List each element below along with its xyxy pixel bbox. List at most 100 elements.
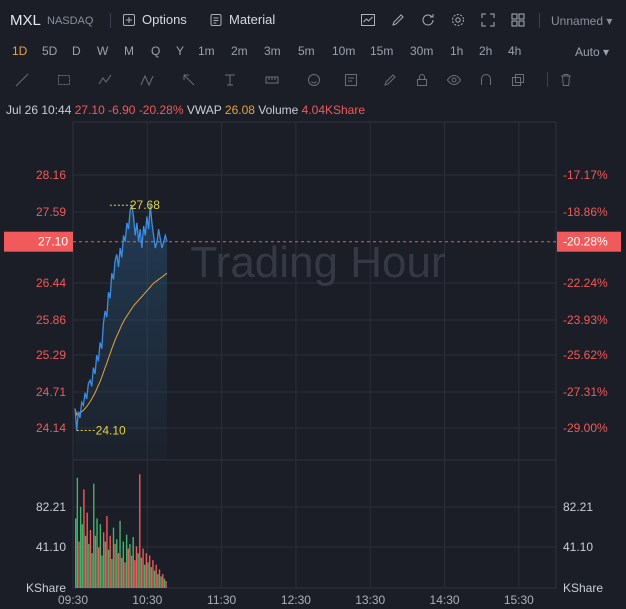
period-tab-2m[interactable]: 2m <box>231 44 248 58</box>
text-icon[interactable] <box>222 72 238 88</box>
material-button[interactable]: Material <box>209 12 275 27</box>
path-icon[interactable] <box>97 72 113 88</box>
quote-price: 27.10 <box>74 103 105 117</box>
divider <box>539 13 540 28</box>
period-tab-4h[interactable]: 4h <box>508 44 522 58</box>
volume-bar <box>150 567 152 588</box>
volume-bar <box>94 535 97 588</box>
trendline-icon[interactable] <box>14 72 30 88</box>
period-tab-1h[interactable]: 1h <box>450 44 464 58</box>
volume-bar <box>158 569 161 588</box>
time-tick: 14:30 <box>430 593 460 607</box>
period-tab-w[interactable]: W <box>97 44 109 58</box>
price-tick: 24.14 <box>36 421 66 435</box>
percent-tick: -23.93% <box>563 313 608 327</box>
period-tab-5d[interactable]: 5D <box>42 44 58 58</box>
volume-bar <box>148 555 151 588</box>
exchange: NASDAQ <box>47 15 94 27</box>
symbol[interactable]: MXL <box>10 12 41 29</box>
draw-icon[interactable] <box>390 12 406 28</box>
volume-bar <box>153 570 156 588</box>
watermark: Trading Hour <box>190 238 445 287</box>
price-tick: 24.71 <box>36 385 66 399</box>
note-icon[interactable] <box>343 72 359 88</box>
vwap-label: VWAP <box>186 103 222 117</box>
period-tab-3m[interactable]: 3m <box>264 44 281 58</box>
options-button[interactable]: Options <box>122 12 187 27</box>
rectangle-icon[interactable] <box>56 72 72 88</box>
period-tab-d[interactable]: D <box>72 44 81 58</box>
period-tab-2h[interactable]: 2h <box>479 44 493 58</box>
period-tab-5m[interactable]: 5m <box>298 44 315 58</box>
price-tick: 25.29 <box>36 348 66 362</box>
eye-icon[interactable] <box>446 72 462 88</box>
percent-tick: -22.24% <box>563 276 608 290</box>
volume-bar <box>152 560 154 588</box>
pattern-icon[interactable] <box>139 72 155 88</box>
volume-bar <box>135 546 138 588</box>
time-axis: 09:30 10:30 11:30 12:30 13:30 14:30 15:30 <box>58 593 534 607</box>
drawing-toolbar <box>0 66 626 94</box>
trash-icon[interactable] <box>558 72 574 88</box>
measure-icon[interactable] <box>264 72 280 88</box>
pencil-icon[interactable] <box>382 72 398 88</box>
material-label: Material <box>229 12 276 27</box>
volume-bar <box>119 520 121 588</box>
vwap-value: 26.08 <box>224 103 255 117</box>
price-tick: 26.44 <box>36 276 66 290</box>
header-bar: MXL NASDAQ Options Material Unnamed ▾ <box>0 0 626 40</box>
lock-icon[interactable] <box>414 72 430 88</box>
volume-bar <box>137 553 139 588</box>
volume-bar <box>81 524 83 588</box>
chart-type-icon[interactable] <box>360 12 376 28</box>
emoji-icon[interactable] <box>306 72 322 88</box>
percent-tick: -25.62% <box>563 348 608 362</box>
scale-mode-dropdown[interactable]: Auto ▾ <box>575 45 610 59</box>
period-tab-10m[interactable]: 10m <box>332 44 356 58</box>
volume-bar <box>157 574 159 588</box>
volume-bar <box>122 541 125 588</box>
volume-bar <box>116 539 118 588</box>
volume-bars <box>75 474 167 588</box>
vwap-line <box>74 272 168 416</box>
price-tick: 28.16 <box>36 168 66 182</box>
time-tick: 13:30 <box>355 593 385 607</box>
volume-bar <box>114 543 116 588</box>
current-pct-label: -20.28% <box>563 235 608 249</box>
clone-icon[interactable] <box>510 72 526 88</box>
volume-bar <box>88 543 90 588</box>
layout-grid-icon[interactable] <box>510 12 526 28</box>
volume-bar <box>104 541 106 588</box>
volume-tick-right: 41.10 <box>563 540 593 554</box>
fullscreen-icon[interactable] <box>480 12 496 28</box>
price-tick: 27.59 <box>36 205 66 219</box>
divider <box>547 72 548 87</box>
refresh-icon[interactable] <box>420 12 436 28</box>
volume-bar <box>139 474 141 588</box>
options-icon <box>123 13 135 26</box>
magnet-icon[interactable] <box>478 72 494 88</box>
price-markers: 27.10 -20.28% 27.68 24.10 <box>4 198 621 438</box>
percent-tick: -17.17% <box>563 168 608 182</box>
period-tab-15m[interactable]: 15m <box>370 44 394 58</box>
arrow-icon[interactable] <box>181 72 197 88</box>
quote-datetime: Jul 26 10:44 <box>6 103 72 117</box>
volume-bar <box>121 557 123 588</box>
volume-bar <box>109 535 111 588</box>
period-tab-y[interactable]: Y <box>176 44 185 58</box>
period-tab-q[interactable]: Q <box>151 44 161 58</box>
period-tab-1m[interactable]: 1m <box>198 44 215 58</box>
volume-bar <box>147 562 149 588</box>
layout-name-dropdown[interactable]: Unnamed ▾ <box>551 14 613 28</box>
period-tab-m[interactable]: M <box>124 44 134 58</box>
period-tab-30m[interactable]: 30m <box>410 44 434 58</box>
volume-value: 4.04KShare <box>301 103 366 117</box>
volume-tick-left: 82.21 <box>36 500 66 514</box>
volume-bar <box>142 548 144 588</box>
volume-bar <box>165 581 167 588</box>
settings-icon[interactable] <box>450 12 466 28</box>
volume-bar <box>96 518 98 588</box>
period-tab-1d[interactable]: 1D <box>12 44 28 58</box>
percent-tick: -18.86% <box>563 205 608 219</box>
